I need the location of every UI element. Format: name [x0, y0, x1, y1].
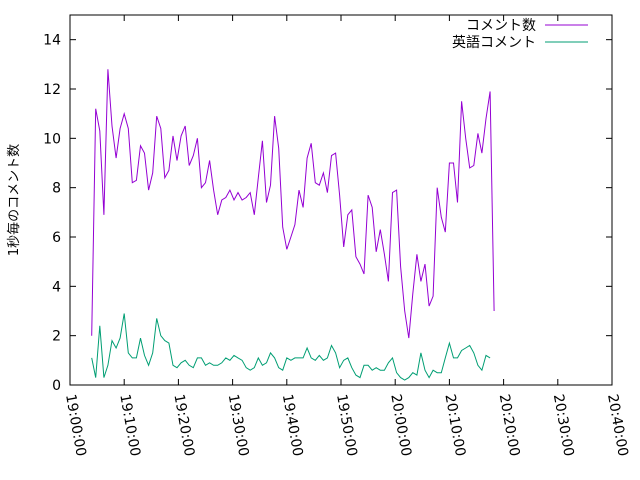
plot-frame — [69, 14, 613, 386]
x-tick-label: 20:40:00 — [604, 393, 631, 458]
x-tick-label: 19:10:00 — [116, 393, 143, 458]
series-line-2 — [91, 313, 491, 381]
x-tick-label: 20:10:00 — [441, 393, 468, 458]
y-tick-label: 6 — [52, 230, 61, 246]
y-tick-label: 14 — [43, 33, 61, 49]
legend-label-1: コメント数 — [466, 18, 536, 34]
x-tick-label: 19:50:00 — [333, 393, 360, 458]
x-tick-label: 19:00:00 — [62, 393, 89, 458]
y-tick-label: 2 — [52, 329, 61, 345]
y-axis-label: 1秒毎のコメント数 — [6, 144, 22, 256]
y-tick-label: 0 — [52, 378, 61, 394]
x-tick-label: 19:30:00 — [225, 393, 252, 458]
y-tick-label: 4 — [52, 279, 61, 295]
x-tick-label: 19:40:00 — [279, 393, 306, 458]
x-tick-label: 20:00:00 — [387, 393, 414, 458]
x-tick-label: 20:30:00 — [550, 393, 577, 458]
series-line-1 — [91, 69, 495, 339]
legend-label-2: 英語コメント — [452, 34, 536, 51]
x-tick-label: 19:20:00 — [170, 393, 197, 458]
y-tick-label: 10 — [43, 131, 61, 147]
y-tick-label: 12 — [43, 82, 61, 98]
y-tick-label: 8 — [52, 181, 61, 197]
x-tick-label: 20:20:00 — [496, 393, 523, 458]
